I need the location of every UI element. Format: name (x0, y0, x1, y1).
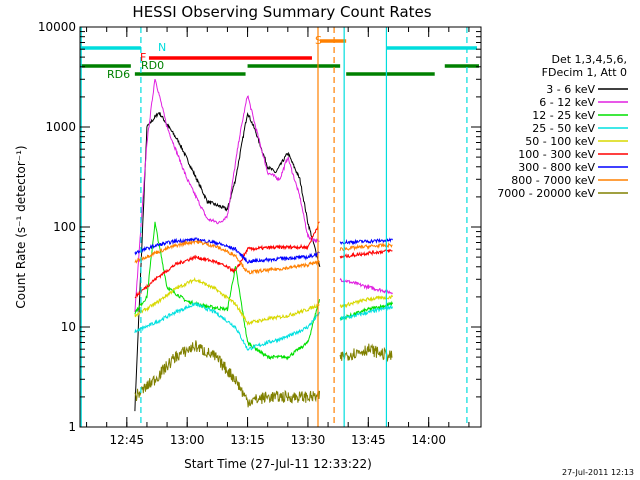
plot-frame (79, 26, 482, 428)
series-line (134, 240, 320, 275)
y-tick-label: 10 (61, 320, 76, 334)
legend-label: 800 - 7000 keV (511, 174, 595, 187)
legend-label: 12 - 25 keV (532, 109, 595, 122)
legend-label: 50 - 100 keV (525, 135, 595, 148)
series-line (339, 343, 393, 363)
series-line (134, 78, 320, 313)
legend-label: 6 - 12 keV (539, 96, 595, 109)
legend-label: 300 - 800 keV (518, 161, 595, 174)
series-line (134, 221, 320, 361)
vertical-markers (80, 27, 468, 427)
legend-label: 7000 - 20000 keV (497, 187, 595, 200)
legend-label: 25 - 50 keV (532, 122, 595, 135)
x-tick-label: 12:45 (110, 433, 145, 447)
series-line (339, 304, 393, 321)
series-line (339, 277, 393, 295)
series-line (339, 294, 393, 309)
legend-label: 100 - 300 keV (518, 148, 595, 161)
y-tick-label: 10000 (38, 20, 76, 34)
y-axis-label: Count Rate (s⁻¹ detector⁻¹) (14, 145, 28, 308)
series-layer (134, 78, 393, 412)
flags-layer (80, 39, 479, 76)
legend-header-1: Det 1,3,4,5,6, (551, 53, 627, 66)
y-tick-label: 1000 (45, 120, 76, 134)
y-tick-label: 100 (53, 220, 76, 234)
x-tick-label: 13:30 (291, 433, 326, 447)
flag-label-rd0: RD0 (141, 59, 164, 72)
x-tick-label: 14:00 (411, 433, 446, 447)
x-axis-label: Start Time (27-Jul-11 12:33:22) (184, 457, 372, 471)
y-axis: 1 10 100 1000 10000 (38, 20, 481, 434)
series-line (134, 276, 320, 326)
legend-header-2: FDecim 1, Att 0 (542, 66, 627, 79)
footer-date: 27-Jul-2011 12:13 (562, 468, 634, 477)
series-line (134, 237, 320, 264)
x-tick-label: 13:00 (170, 433, 205, 447)
x-axis: 12:45 13:00 13:15 13:30 13:45 14:00 (86, 27, 470, 447)
flag-label-rd6: RD6 (107, 68, 130, 81)
chart-title: HESSI Observing Summary Count Rates (132, 3, 431, 21)
y-tick-label: 1 (68, 420, 76, 434)
series-line (134, 340, 320, 408)
series-line (134, 221, 320, 299)
series-line (134, 301, 320, 351)
series-line (339, 241, 393, 252)
legend-label: 3 - 6 keV (546, 83, 595, 96)
series-line (339, 237, 393, 246)
x-tick-label: 13:45 (351, 433, 386, 447)
x-tick-label: 13:15 (230, 433, 265, 447)
flag-label-s: S (315, 34, 322, 47)
flag-label-f: F (140, 51, 146, 64)
series-line (339, 248, 393, 259)
flag-label-n: N (158, 41, 166, 54)
